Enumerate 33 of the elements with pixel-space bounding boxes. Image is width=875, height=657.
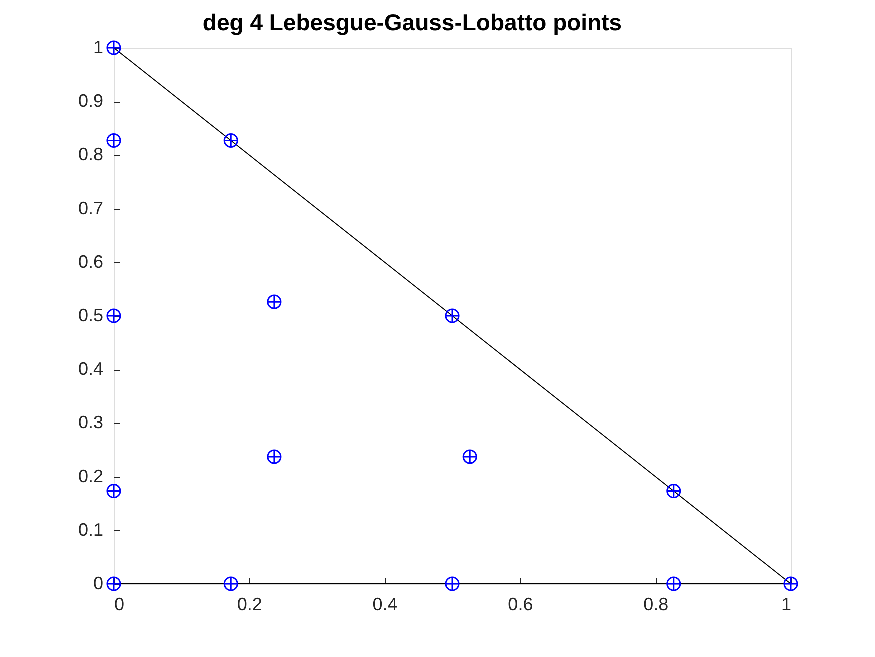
point	[106, 40, 122, 56]
y-tick-label: 0.5	[78, 306, 104, 326]
y-tick-label: 0.1	[78, 520, 104, 540]
point	[224, 133, 238, 148]
point	[784, 576, 798, 592]
point	[445, 576, 460, 592]
x-tick-label: 0.8	[644, 594, 669, 614]
y-tick-label: 0.7	[78, 198, 104, 218]
y-tick-label: 1	[93, 38, 104, 58]
point	[106, 484, 122, 499]
point	[462, 450, 478, 464]
y-tick-label: 0.6	[78, 252, 104, 272]
x-tick-label: 0.4	[372, 594, 398, 614]
chart-title: deg 4 Lebesgue-Gauss-Lobatto points	[202, 9, 622, 36]
point	[267, 294, 282, 310]
y-tick-label: 0.8	[78, 144, 104, 165]
point	[224, 576, 238, 592]
x-tick-label: 0	[114, 594, 125, 614]
point	[106, 308, 122, 324]
x-tick-label: 1	[781, 594, 792, 614]
y-tick-label: 0.3	[78, 412, 104, 433]
x-tick-label: 0.6	[508, 594, 534, 614]
x-tick-label: 0.2	[237, 594, 262, 614]
point	[666, 576, 682, 592]
point	[666, 484, 682, 499]
y-tick-label: 0.2	[78, 466, 104, 486]
point	[106, 133, 122, 148]
y-tick-label: 0	[93, 574, 104, 594]
y-tick-label: 0.9	[78, 91, 104, 112]
point	[445, 308, 460, 324]
point	[106, 576, 122, 592]
y-tick-label: 0.4	[78, 359, 104, 380]
point	[267, 450, 282, 464]
